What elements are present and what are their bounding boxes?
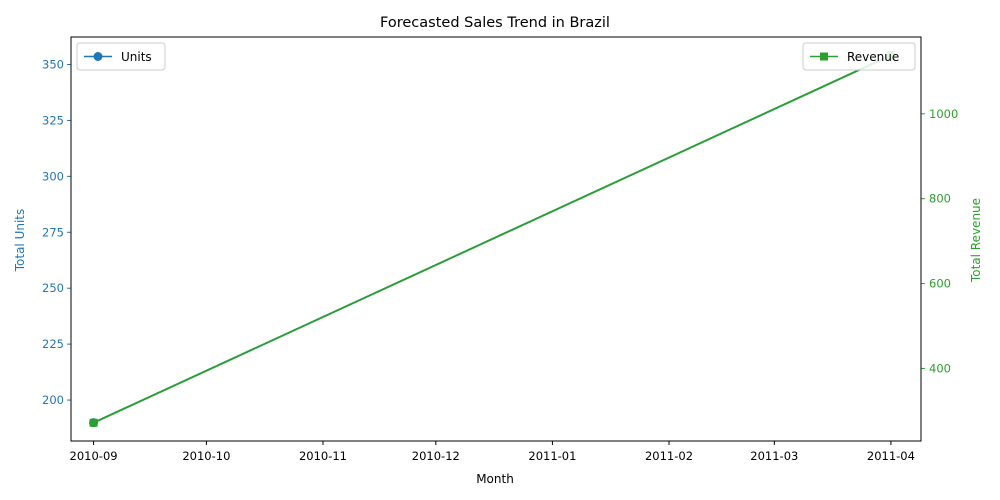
- x-tick-label: 2010-12: [412, 449, 460, 463]
- x-tick-label: 2010-10: [182, 449, 230, 463]
- left-tick-label: 225: [42, 337, 64, 351]
- right-tick-label: 800: [929, 192, 951, 206]
- right-tick-label: 600: [929, 277, 951, 291]
- chart-title: Forecasted Sales Trend in Brazil: [380, 15, 610, 31]
- legend-revenue: Revenue: [802, 42, 916, 71]
- x-axis-ticks: 2010-09 2010-10 2010-11 2010-12 2011-01 2011-…: [70, 441, 915, 463]
- left-tick-label: 325: [42, 113, 64, 127]
- left-tick-label: 250: [42, 281, 64, 295]
- x-tick-label: 2011-01: [528, 449, 576, 463]
- left-axis-label: Total Units: [13, 209, 27, 273]
- revenue-series-line: [93, 54, 892, 424]
- legend-revenue-marker: [820, 52, 828, 61]
- x-tick-label: 2011-03: [750, 449, 798, 463]
- right-tick-label: 1000: [929, 107, 958, 121]
- x-tick-label: 2011-04: [867, 449, 915, 463]
- left-axis-ticks: 200 225 250 275 300 325 350: [42, 58, 71, 407]
- x-tick-label: 2010-09: [70, 449, 118, 463]
- right-axis-ticks: 400 600 800 1000: [921, 107, 958, 375]
- x-tick-label: 2011-02: [645, 449, 693, 463]
- right-tick-label: 400: [929, 361, 951, 375]
- right-axis-label: Total Revenue: [969, 198, 983, 283]
- legend-revenue-label: Revenue: [847, 50, 899, 64]
- legend-units-box: [76, 42, 166, 71]
- plot-frame: [70, 36, 922, 442]
- left-tick-label: 350: [42, 58, 64, 72]
- x-axis-label: Month: [476, 472, 514, 486]
- left-tick-label: 275: [42, 225, 64, 239]
- legend-units-marker: [93, 52, 103, 61]
- legend-units: Units: [76, 42, 166, 71]
- revenue-data-point: [89, 418, 98, 427]
- legend-units-label: Units: [121, 50, 152, 64]
- left-tick-label: 200: [42, 393, 64, 407]
- left-tick-label: 300: [42, 169, 64, 183]
- x-tick-label: 2010-11: [299, 449, 347, 463]
- legend-revenue-box: [802, 42, 916, 71]
- plot-area: 200 225 250 275 300 325 350 400 600 800 1000 2010…: [42, 36, 958, 463]
